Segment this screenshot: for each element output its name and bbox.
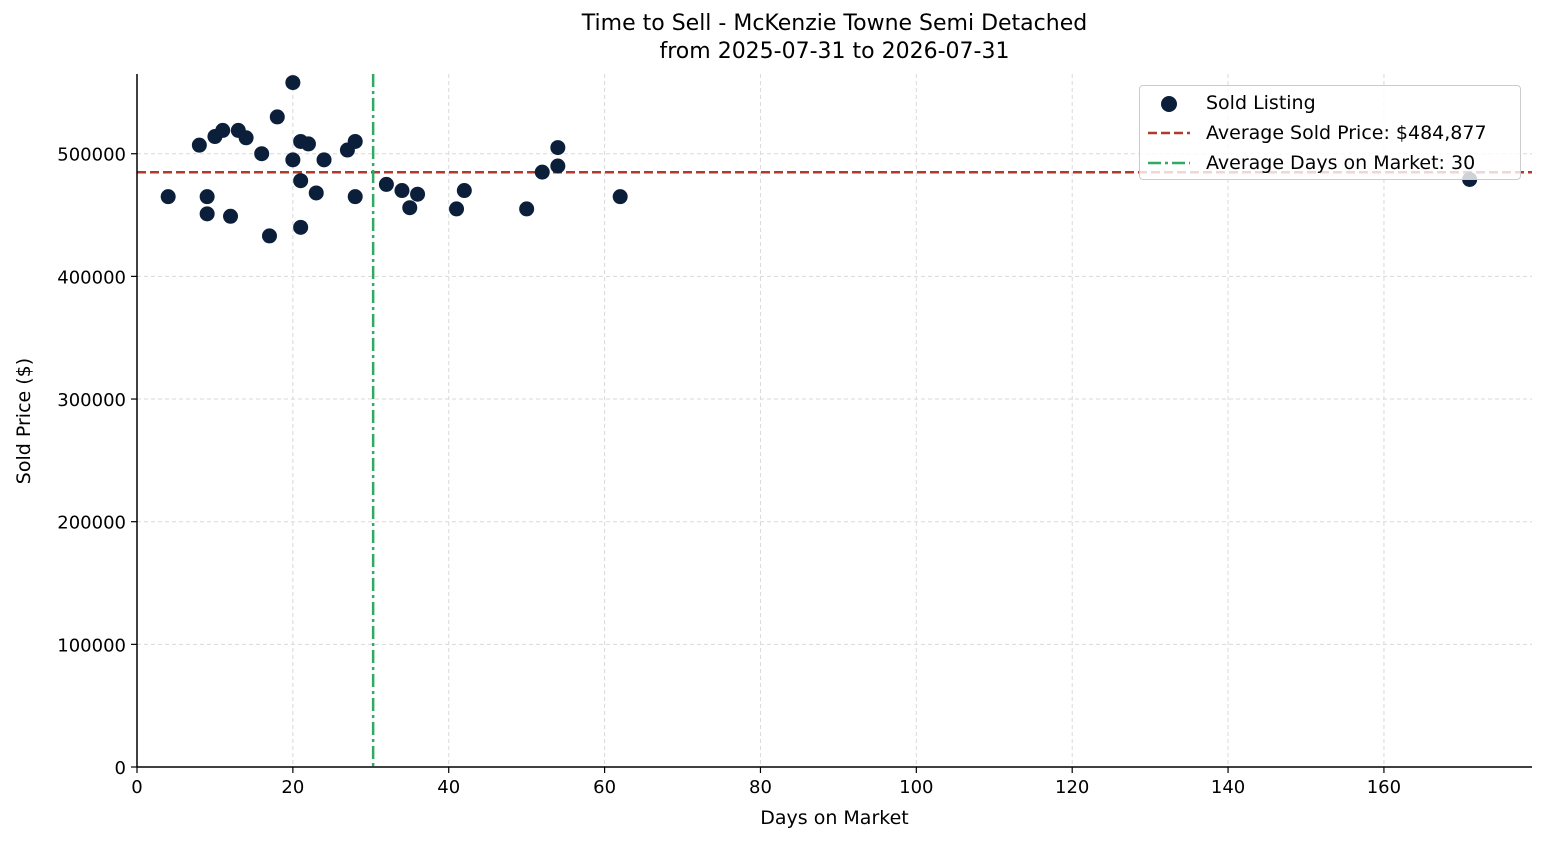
data-point [550,140,566,156]
data-point [519,201,535,217]
axes [136,74,1532,768]
data-point [456,183,472,199]
data-points [160,75,1478,244]
x-tick-label: 20 [281,777,304,798]
y-tick-label: 0 [115,758,126,779]
data-point [293,173,309,189]
data-point [199,189,215,205]
data-point [550,158,566,174]
legend-item-sold-listing: Sold Listing [1140,91,1316,115]
x-tick-label: 100 [899,777,933,798]
data-point [402,200,418,216]
x-tick-label: 80 [749,777,772,798]
data-point [269,109,285,125]
data-point [378,176,394,192]
legend-item-average-days: Average Days on Market: 30 [1140,151,1475,175]
data-point [534,164,550,180]
data-point [394,183,410,199]
data-point [285,75,301,91]
legend-label: Sold Listing [1206,92,1316,114]
y-axis-ticks: 0 100000 200000 300000 400000 500000 [57,145,137,779]
legend-label: Average Days on Market: 30 [1206,152,1476,174]
y-tick-label: 400000 [57,267,126,288]
data-point [347,189,363,205]
y-tick-label: 500000 [57,145,126,166]
legend-marker-point [1140,91,1206,115]
data-point [191,137,207,153]
data-point [449,201,465,217]
chart-title: Time to Sell - McKenzie Towne Semi Detac… [581,11,1088,36]
y-tick-label: 100000 [57,635,126,656]
legend-marker-dashed-line [1140,121,1206,145]
data-point [293,219,309,235]
data-point [254,146,270,162]
data-point [300,136,316,152]
y-tick-label: 300000 [57,390,126,411]
legend-marker-dashdot-line [1140,151,1206,175]
x-tick-label: 0 [131,777,142,798]
data-point [316,152,332,168]
x-axis-ticks: 0 20 40 60 80 100 120 140 160 [131,767,1401,798]
y-axis-label: Sold Price ($) [13,357,35,485]
data-point [285,152,301,168]
data-point [347,133,363,149]
data-point [308,185,324,201]
x-tick-label: 140 [1211,777,1245,798]
data-point [261,228,277,244]
data-point [199,206,215,222]
legend: Sold Listing Average Sold Price: $484,87… [1139,85,1521,180]
data-point [215,122,231,138]
legend-item-average-price: Average Sold Price: $484,877 [1140,121,1487,145]
x-tick-label: 160 [1367,777,1401,798]
x-tick-label: 40 [437,777,460,798]
data-point [238,130,254,146]
data-point [612,189,628,205]
x-tick-label: 60 [593,777,616,798]
chart-subtitle: from 2025-07-31 to 2026-07-31 [659,39,1010,64]
legend-label: Average Sold Price: $484,877 [1206,122,1487,144]
y-tick-label: 200000 [57,513,126,534]
x-tick-label: 120 [1055,777,1089,798]
data-point [410,186,426,202]
x-axis-label: Days on Market [760,807,909,829]
data-point [223,208,239,224]
data-point [160,189,176,205]
